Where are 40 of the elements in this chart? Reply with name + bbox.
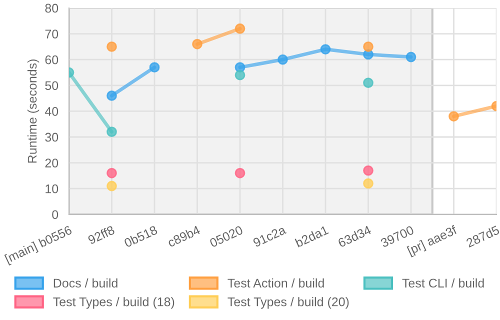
y-tick-label: 40 bbox=[44, 107, 58, 116]
point bbox=[278, 54, 288, 65]
legend-label: Test Action / build bbox=[228, 278, 324, 288]
point bbox=[448, 111, 459, 122]
x-tick-label: 91c2a bbox=[252, 225, 287, 248]
y-tick-label: 10 bbox=[46, 184, 58, 194]
x-tick-label: 92ff8 bbox=[87, 225, 116, 245]
point bbox=[363, 78, 374, 88]
legend-label: Test CLI / build bbox=[402, 278, 484, 288]
point bbox=[149, 62, 160, 73]
point bbox=[234, 168, 246, 178]
point bbox=[363, 178, 374, 189]
point bbox=[234, 70, 246, 80]
point bbox=[320, 44, 331, 54]
x-tick-label: 63d34 bbox=[337, 224, 372, 248]
y-tick-label: 60 bbox=[45, 55, 58, 64]
y-tick-label: 80 bbox=[45, 4, 58, 13]
x-tick-label: 0b518 bbox=[123, 225, 158, 248]
y-tick-label: 30 bbox=[45, 132, 58, 142]
x-tick-label: 05020 bbox=[209, 225, 244, 248]
legend-label: Test Types / build (20) bbox=[228, 297, 349, 309]
x-tick-label: b2da1 bbox=[294, 225, 329, 248]
legend-label: Docs / build bbox=[54, 278, 118, 288]
point bbox=[106, 168, 117, 178]
point bbox=[234, 23, 246, 34]
point bbox=[106, 126, 117, 138]
y-tick-label: 20 bbox=[45, 158, 58, 168]
point bbox=[363, 165, 374, 176]
point bbox=[406, 52, 416, 62]
point bbox=[106, 41, 117, 52]
y-tick-label: 50 bbox=[45, 81, 58, 90]
x-tick-label: c89b4 bbox=[166, 224, 201, 248]
point bbox=[106, 180, 117, 192]
y-tick-label: 70 bbox=[45, 30, 58, 38]
y-axis-title: Runtime (seconds) bbox=[27, 60, 40, 163]
legend-label: Test Types / build (18) bbox=[53, 297, 174, 309]
point bbox=[363, 41, 374, 52]
y-tick-label: 0 bbox=[52, 210, 58, 220]
point bbox=[192, 38, 202, 50]
point bbox=[106, 90, 117, 101]
